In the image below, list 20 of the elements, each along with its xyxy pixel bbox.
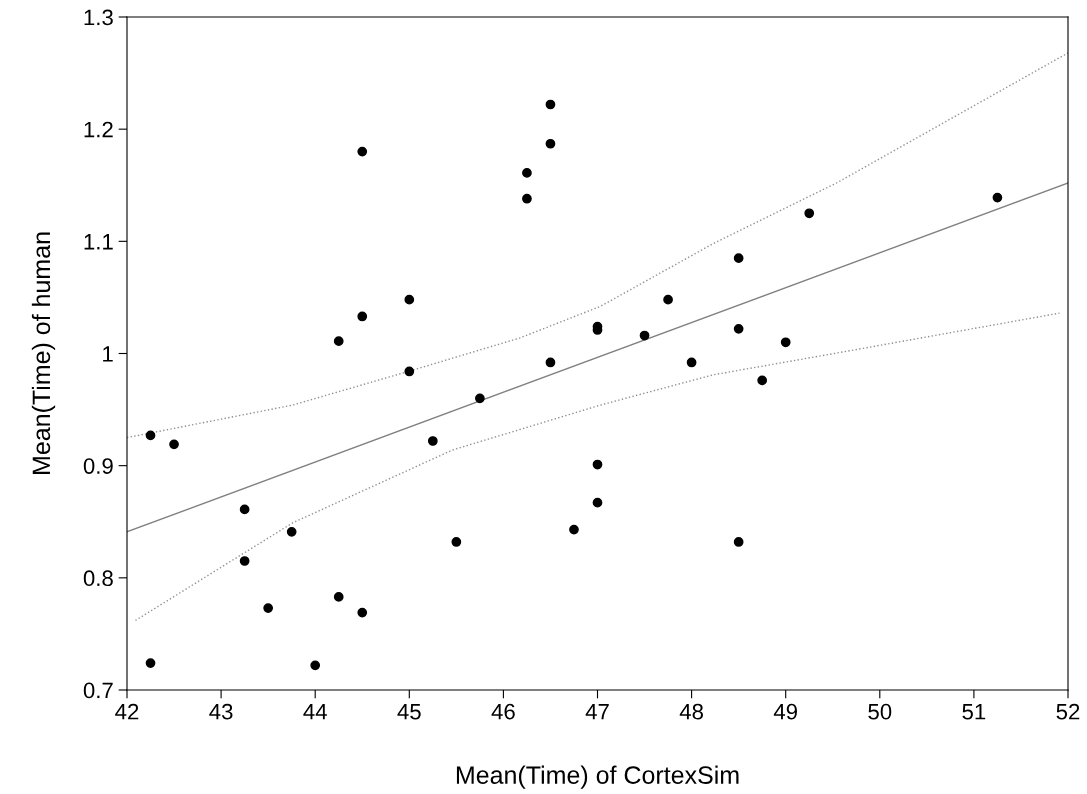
x-tick-label: 48	[679, 703, 703, 720]
y-tick-label: 1.2	[84, 121, 113, 138]
y-axis-title: Mean(Time) of human	[31, 232, 56, 474]
y-tick-label: 1.1	[84, 234, 113, 250]
x-tick-label: 52	[1056, 703, 1080, 720]
x-tick-label: 45	[397, 704, 421, 720]
y-tick-label: 0.8	[83, 570, 113, 587]
x-tick-label: 47	[585, 704, 609, 720]
x-tick-label: 46	[491, 703, 515, 720]
y-tick-label: 1.3	[84, 9, 113, 26]
x-axis-title: Mean(Time) of CortexSim	[456, 765, 739, 789]
x-tick-label: 42	[115, 703, 139, 720]
y-tick-label: 0.7	[83, 682, 113, 699]
x-tick-label: 51	[962, 704, 986, 720]
y-tick-label: 1	[103, 346, 113, 362]
y-tick-label: 0.9	[83, 458, 113, 474]
x-tick-label: 50	[868, 703, 892, 720]
x-tick-label: 49	[773, 703, 798, 720]
x-tick-label: 43	[209, 703, 233, 720]
x-tick-label: 44	[303, 704, 327, 720]
